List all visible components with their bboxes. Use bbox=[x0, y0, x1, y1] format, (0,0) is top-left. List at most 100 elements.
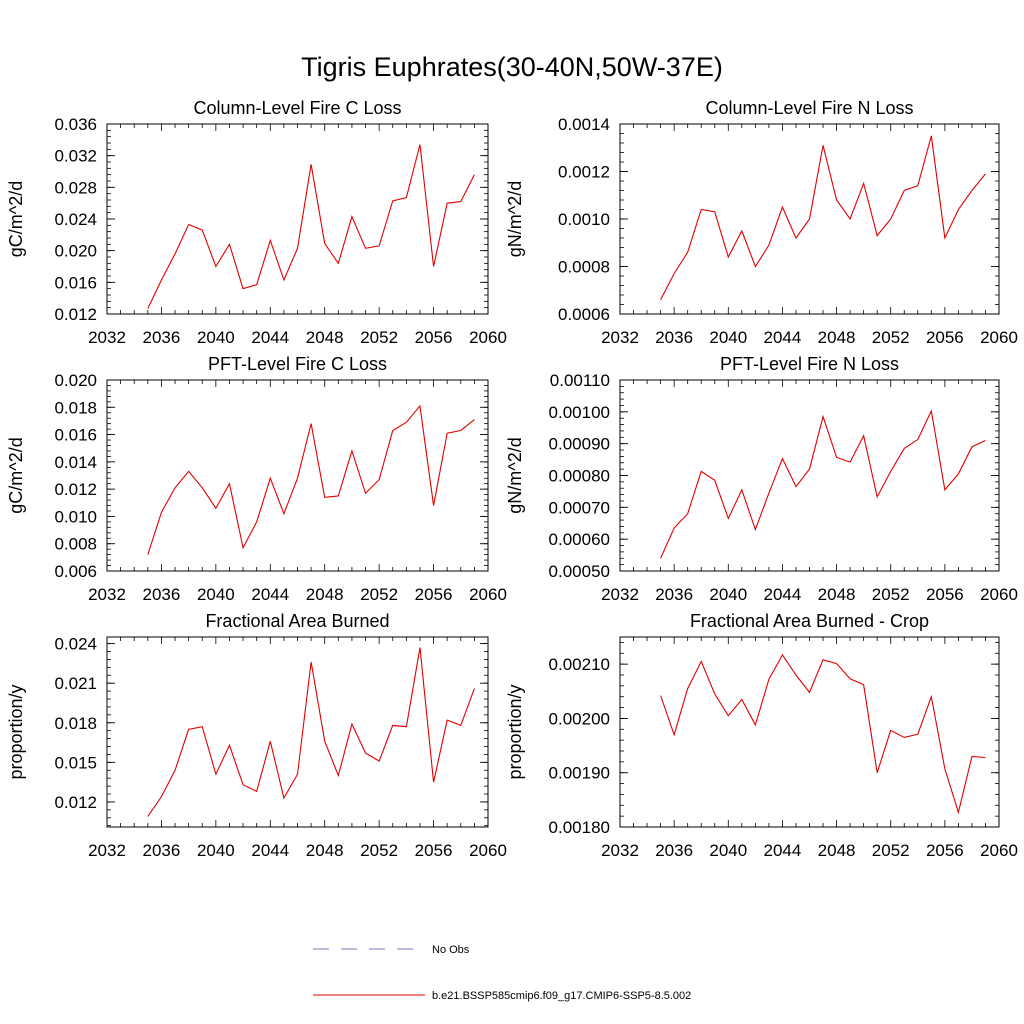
y-tick-label: 0.028 bbox=[54, 178, 97, 197]
y-tick-label: 0.016 bbox=[54, 426, 97, 445]
panel-frame bbox=[106, 379, 489, 572]
x-tick-label: 2040 bbox=[197, 585, 235, 604]
x-tick-label: 2052 bbox=[872, 328, 910, 347]
panels: 2032 2036 2040 2044 2048 2052 2056 2060 0.012 0.0… bbox=[6, 98, 1018, 860]
y-tick-label: 0.036 bbox=[54, 115, 97, 134]
y-tick-label: 0.00080 bbox=[549, 467, 610, 486]
x-tick-label: 2056 bbox=[926, 585, 964, 604]
y-tick-label: 0.016 bbox=[54, 273, 97, 292]
panel-title: Column-Level Fire N Loss bbox=[705, 98, 913, 118]
y-tick-label: 0.0010 bbox=[558, 210, 610, 229]
legend: No Obs b.e21.BSSP585cmip6.f09_g17.CMIP6-S… bbox=[313, 944, 691, 1002]
panel-frame bbox=[106, 636, 489, 828]
y-axis-label: proportion/y bbox=[6, 684, 26, 779]
x-tick-label: 2032 bbox=[601, 585, 639, 604]
x-tick-label: 2060 bbox=[980, 841, 1018, 860]
x-tick-label: 2048 bbox=[818, 328, 856, 347]
x-tick-label: 2052 bbox=[360, 585, 398, 604]
x-tick-label: 2036 bbox=[143, 841, 181, 860]
y-axis-label: gN/m^2/d bbox=[505, 437, 525, 513]
x-tick-label: 2032 bbox=[88, 585, 126, 604]
x-tick-label: 2044 bbox=[251, 585, 289, 604]
y-tick-label: 0.006 bbox=[54, 562, 97, 581]
x-tick-label: 2060 bbox=[980, 585, 1018, 604]
panel-2: 2032 2036 2040 2044 2048 2052 2056 2060 0.0006 0.… bbox=[505, 98, 1018, 347]
y-tick-label: 0.015 bbox=[54, 753, 97, 772]
y-tick-label: 0.014 bbox=[54, 453, 97, 472]
y-tick-label: 0.012 bbox=[54, 793, 97, 812]
y-tick-label: 0.00100 bbox=[549, 403, 610, 422]
figure-title: Tigris Euphrates(30-40N,50W-37E) bbox=[301, 52, 723, 82]
series-line bbox=[660, 135, 986, 301]
x-tick-label: 2060 bbox=[469, 328, 507, 347]
x-tick-label: 2040 bbox=[709, 585, 747, 604]
panel-title: PFT-Level Fire C Loss bbox=[208, 354, 387, 374]
y-tick-label: 0.012 bbox=[54, 305, 97, 324]
y-tick-label: 0.0012 bbox=[558, 163, 610, 182]
x-tick-label: 2044 bbox=[764, 328, 802, 347]
y-tick-label: 0.00110 bbox=[550, 371, 610, 390]
y-tick-label: 0.00070 bbox=[549, 498, 610, 517]
y-tick-label: 0.00050 bbox=[549, 562, 610, 581]
x-tick-label: 2048 bbox=[306, 841, 344, 860]
x-tick-label: 2036 bbox=[143, 328, 181, 347]
x-tick-label: 2036 bbox=[655, 841, 693, 860]
y-tick-label: 0.024 bbox=[54, 635, 97, 654]
x-tick-label: 2040 bbox=[709, 841, 747, 860]
x-tick-label: 2040 bbox=[197, 328, 235, 347]
y-tick-label: 0.00210 bbox=[549, 655, 610, 674]
x-tick-label: 2052 bbox=[872, 585, 910, 604]
y-axis-label: gC/m^2/d bbox=[6, 181, 26, 257]
x-tick-label: 2032 bbox=[88, 841, 126, 860]
panel-title: Column-Level Fire C Loss bbox=[193, 98, 401, 118]
y-tick-label: 0.024 bbox=[54, 210, 97, 229]
x-tick-label: 2032 bbox=[601, 328, 639, 347]
x-tick-label: 2060 bbox=[469, 841, 507, 860]
x-tick-label: 2048 bbox=[818, 585, 856, 604]
x-tick-label: 2056 bbox=[415, 841, 453, 860]
y-tick-label: 0.00190 bbox=[549, 764, 610, 783]
y-tick-label: 0.00060 bbox=[549, 530, 610, 549]
legend-label-2: b.e21.BSSP585cmip6.f09_g17.CMIP6-SSP5-8.… bbox=[432, 990, 691, 1002]
x-tick-label: 2052 bbox=[360, 328, 398, 347]
panel-title: PFT-Level Fire N Loss bbox=[720, 354, 899, 374]
x-tick-label: 2036 bbox=[655, 585, 693, 604]
x-tick-label: 2048 bbox=[306, 328, 344, 347]
y-tick-label: 0.010 bbox=[54, 507, 97, 526]
x-tick-label: 2060 bbox=[469, 585, 507, 604]
x-tick-label: 2036 bbox=[655, 328, 693, 347]
panel-title: Fractional Area Burned - Crop bbox=[690, 611, 929, 631]
panel-frame bbox=[619, 636, 1000, 828]
x-tick-label: 2044 bbox=[764, 841, 802, 860]
panel-1: 2032 2036 2040 2044 2048 2052 2056 2060 0.012 0.0… bbox=[6, 98, 507, 347]
panel-4: 2032 2036 2040 2044 2048 2052 2056 2060 0.00050 0… bbox=[505, 354, 1018, 604]
y-tick-label: 0.018 bbox=[54, 398, 97, 417]
y-axis-label: proportion/y bbox=[505, 684, 525, 779]
x-tick-label: 2044 bbox=[251, 841, 289, 860]
x-tick-label: 2052 bbox=[872, 841, 910, 860]
x-tick-label: 2048 bbox=[306, 585, 344, 604]
series-line bbox=[147, 144, 475, 309]
y-axis-label: gN/m^2/d bbox=[505, 181, 525, 257]
series-line bbox=[147, 647, 475, 817]
y-tick-label: 0.0008 bbox=[558, 258, 610, 277]
y-tick-label: 0.0006 bbox=[558, 305, 610, 324]
panel-3: 2032 2036 2040 2044 2048 2052 2056 2060 0.006 0.0… bbox=[6, 354, 507, 604]
legend-label-1: No Obs bbox=[432, 944, 470, 956]
x-tick-label: 2056 bbox=[926, 841, 964, 860]
panel-frame bbox=[106, 123, 489, 315]
x-tick-label: 2060 bbox=[980, 328, 1018, 347]
x-tick-label: 2052 bbox=[360, 841, 398, 860]
y-tick-label: 0.008 bbox=[54, 535, 97, 554]
y-tick-label: 0.020 bbox=[54, 242, 97, 261]
series-line bbox=[660, 653, 986, 815]
y-tick-label: 0.012 bbox=[54, 480, 97, 499]
x-tick-label: 2048 bbox=[818, 841, 856, 860]
x-tick-label: 2044 bbox=[251, 328, 289, 347]
y-tick-label: 0.018 bbox=[54, 714, 97, 733]
x-tick-label: 2040 bbox=[709, 328, 747, 347]
x-tick-label: 2040 bbox=[197, 841, 235, 860]
y-tick-label: 0.032 bbox=[54, 147, 97, 166]
x-tick-label: 2056 bbox=[415, 328, 453, 347]
